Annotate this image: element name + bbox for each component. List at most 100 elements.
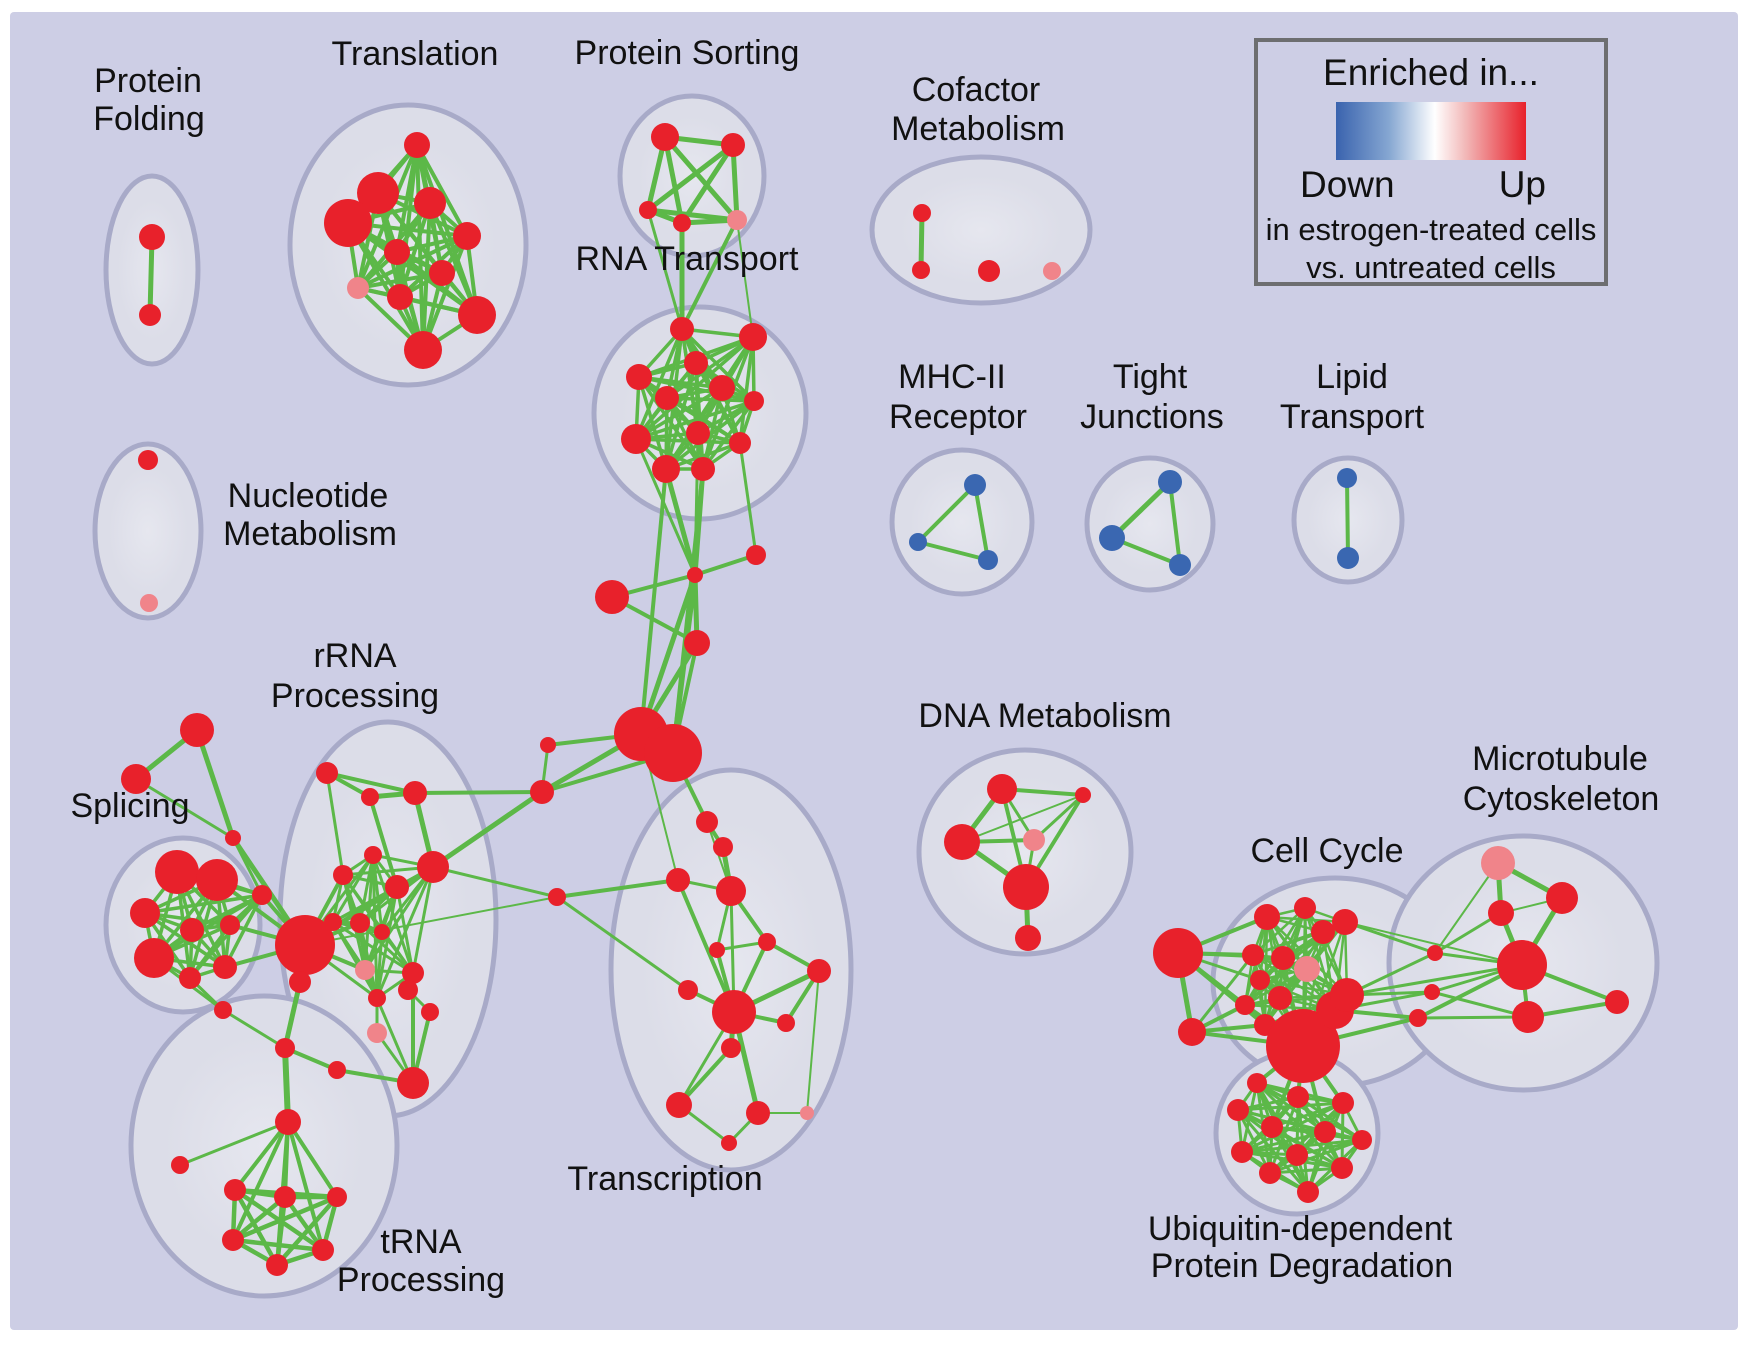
edge (918, 210, 925, 273)
edge (1168, 480, 1182, 567)
edge (368, 795, 399, 889)
edge (233, 1120, 290, 1192)
edge (147, 234, 155, 318)
edge (961, 794, 1084, 843)
edge (274, 1194, 340, 1268)
gene-set-node-lk1 (275, 1038, 295, 1058)
edge (738, 441, 758, 557)
gene-set-node-ub12 (1297, 1181, 1319, 1203)
gene-set-node-rr_g (385, 875, 409, 899)
cluster-label: tRNA (380, 1223, 462, 1261)
cluster-label: Transcription (567, 1160, 762, 1198)
edge (1251, 906, 1307, 957)
cluster-label: Receptor (889, 398, 1027, 436)
gene-set-node-m3 (595, 580, 629, 614)
cluster-bubble-cofactor (869, 154, 1093, 306)
legend-box: Enriched in... Down Up in estrogen-treat… (1254, 38, 1608, 286)
gene-set-node-sp3 (130, 898, 160, 928)
gene-set-node-mt6 (1605, 990, 1629, 1014)
gene-set-node-t7 (678, 980, 698, 1000)
gene-set-node-t4 (666, 868, 690, 892)
gene-set-node-tr6 (384, 239, 410, 265)
cluster-label: Processing (271, 677, 439, 715)
edge (363, 865, 435, 972)
gene-set-node-t14 (721, 1135, 737, 1151)
edge (1430, 990, 1530, 1019)
gene-set-node-rr_a (316, 762, 338, 784)
gene-set-node-cc1 (1254, 904, 1280, 930)
edge (701, 399, 756, 471)
edge (286, 1120, 325, 1252)
gene-set-node-cc9 (1235, 995, 1255, 1015)
edge (286, 1120, 339, 1199)
cluster-label: DNA Metabolism (918, 697, 1171, 735)
cluster-bubble-transcription (608, 767, 854, 1173)
edge (415, 143, 469, 238)
edge (680, 218, 739, 331)
edge (806, 970, 820, 1114)
gene-set-node-c2 (530, 780, 554, 804)
cluster-label: Metabolism (223, 515, 397, 553)
gene-set-node-cc8 (1268, 986, 1292, 1010)
legend-title: Enriched in... (1323, 52, 1539, 93)
gene-set-node-tn6 (266, 1254, 288, 1276)
gene-set-node-rt8 (621, 424, 651, 454)
gene-set-node-rt2 (739, 323, 767, 351)
gene-set-node-tn_hub (275, 1109, 301, 1135)
gene-set-node-ub2 (1287, 1086, 1309, 1108)
edge (1270, 1101, 1345, 1129)
edge (1268, 1166, 1344, 1175)
gene-set-node-sp2 (196, 859, 238, 901)
edge (663, 466, 698, 578)
gene-set-node-rr_m (402, 962, 424, 984)
nodes-layer (121, 123, 1629, 1276)
edge (421, 234, 469, 352)
gene-set-node-mt2 (1546, 882, 1578, 914)
gene-set-node-ps2 (721, 133, 745, 157)
gene-set-node-d5 (1003, 864, 1049, 910)
cluster-label: Cofactor (912, 71, 1041, 109)
gene-set-node-rr_d (364, 846, 382, 864)
gene-set-node-nu2 (140, 594, 158, 612)
gene-set-node-tr5 (453, 222, 481, 250)
edge (411, 865, 435, 975)
gene-set-node-d6 (1015, 925, 1041, 951)
edge (304, 896, 558, 946)
gene-set-node-cc_out (1153, 928, 1203, 978)
gene-set-node-pf2 (139, 304, 161, 326)
gene-set-node-d1 (987, 774, 1017, 804)
gene-set-node-t9 (777, 1014, 795, 1032)
gene-set-node-t15 (709, 942, 725, 958)
gene-set-node-ub4 (1332, 1092, 1354, 1114)
gene-set-node-sp9 (214, 1001, 232, 1019)
edge (194, 727, 236, 841)
gene-set-node-br1 (1427, 945, 1443, 961)
cluster-label: Cell Cycle (1250, 832, 1403, 870)
gene-set-node-c1 (540, 737, 556, 753)
edge (1109, 479, 1173, 541)
gene-set-node-mt4 (1497, 940, 1547, 990)
gene-set-node-cc4 (1271, 946, 1295, 970)
gene-set-node-t2 (713, 837, 733, 857)
edge (634, 386, 724, 441)
gene-set-node-rt1 (670, 317, 694, 341)
gene-set-node-lk4 (398, 980, 418, 1000)
cluster-label: rRNA (313, 637, 396, 675)
gene-set-node-rr_i (350, 913, 370, 933)
edge (665, 335, 755, 400)
edge (1190, 953, 1255, 1034)
edge (736, 219, 754, 338)
edge (637, 375, 668, 471)
gene-set-node-tj1 (1158, 470, 1182, 494)
cluster-label: RNA Transport (576, 240, 800, 278)
edge (730, 142, 740, 223)
cluster-label: Ubiquitin-dependent (1148, 1210, 1453, 1248)
edge (634, 327, 684, 441)
edge (188, 893, 264, 980)
edge (232, 1187, 280, 1268)
edge (645, 142, 736, 213)
legend-subtitle-line1: in estrogen-treated cells (1265, 212, 1597, 247)
gene-set-node-rt10 (729, 432, 751, 454)
